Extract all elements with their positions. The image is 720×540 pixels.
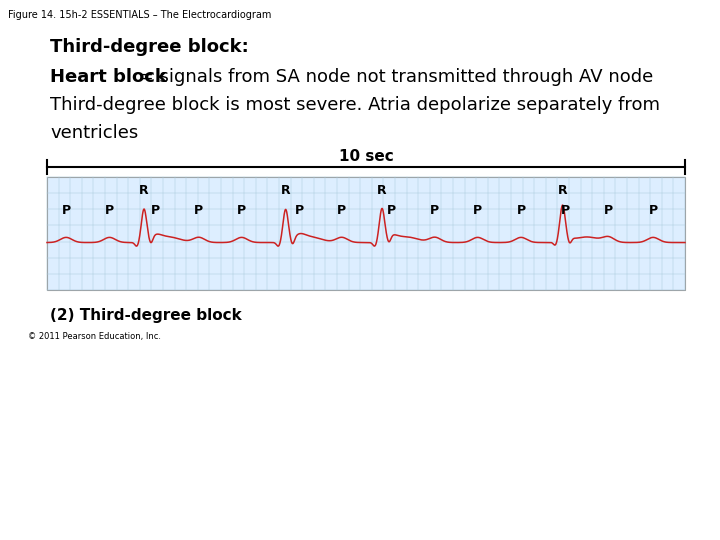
Text: Figure 14. 15h-2 ESSENTIALS – The Electrocardiogram: Figure 14. 15h-2 ESSENTIALS – The Electr… (8, 10, 271, 20)
Text: P: P (431, 205, 439, 218)
Text: P: P (194, 205, 204, 218)
Text: Heart block: Heart block (50, 68, 167, 86)
Text: ventricles: ventricles (50, 124, 138, 142)
Text: P: P (62, 205, 71, 218)
Text: P: P (649, 205, 657, 218)
Text: R: R (377, 184, 387, 197)
Text: P: P (473, 205, 482, 218)
Bar (47, 177, 685, 290)
Text: R: R (139, 184, 149, 197)
Text: P: P (387, 205, 396, 218)
Text: R: R (558, 184, 567, 197)
Text: P: P (560, 205, 570, 218)
Text: (2) Third-degree block: (2) Third-degree block (50, 308, 242, 323)
Text: Third-degree block is most severe. Atria depolarize separately from: Third-degree block is most severe. Atria… (50, 96, 660, 114)
Text: P: P (237, 205, 246, 218)
Text: P: P (337, 205, 346, 218)
Text: © 2011 Pearson Education, Inc.: © 2011 Pearson Education, Inc. (28, 332, 161, 341)
Text: = signals from SA node not transmitted through AV node: = signals from SA node not transmitted t… (133, 68, 653, 86)
Text: R: R (281, 184, 290, 197)
Text: P: P (604, 205, 613, 218)
Text: P: P (105, 205, 114, 218)
Text: P: P (294, 205, 304, 218)
Text: 10 sec: 10 sec (338, 149, 393, 164)
Text: Third-degree block:: Third-degree block: (50, 38, 248, 56)
Text: P: P (516, 205, 526, 218)
Text: P: P (151, 205, 160, 218)
